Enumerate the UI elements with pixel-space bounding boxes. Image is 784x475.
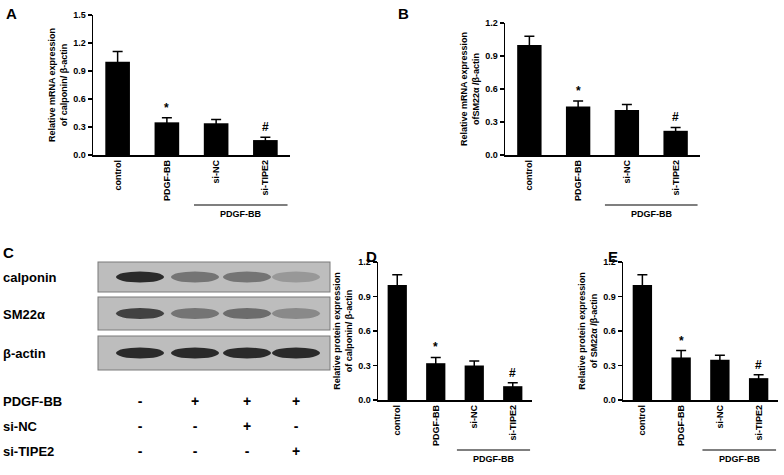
svg-text:control: control [524, 160, 534, 191]
svg-text:0.9: 0.9 [485, 51, 498, 61]
svg-text:PDGF-BB: PDGF-BB [162, 160, 172, 201]
svg-text:Relative mRNA expressionofSM22: Relative mRNA expressionofSM22α /β-actin [459, 32, 481, 146]
svg-text:si-TIPE2: si-TIPE2 [671, 160, 681, 196]
svg-text:1.2: 1.2 [603, 257, 616, 267]
svg-text:Relative mRNA expressionof cal: Relative mRNA expressionof calponin/ β-a… [47, 28, 69, 142]
svg-text:0.6: 0.6 [358, 326, 371, 336]
svg-text:0.6: 0.6 [485, 84, 498, 94]
svg-text:0.9: 0.9 [603, 292, 616, 302]
svg-text:C: C [3, 244, 14, 261]
svg-text:E: E [608, 248, 618, 265]
svg-text:si-TIPE2: si-TIPE2 [754, 405, 764, 441]
svg-text:calponin: calponin [3, 270, 57, 285]
svg-text:0.9: 0.9 [73, 66, 86, 76]
svg-text:*: * [433, 340, 438, 354]
svg-text:0.0: 0.0 [358, 395, 371, 405]
svg-text:-: - [193, 443, 198, 459]
svg-text:0.3: 0.3 [485, 117, 498, 127]
svg-text:Relative protein expressionof: Relative protein expressionof SM22α /β-a… [577, 272, 599, 390]
svg-text:β-actin: β-actin [3, 346, 46, 361]
svg-text:#: # [672, 110, 679, 124]
svg-text:*: * [679, 334, 684, 348]
svg-text:PDGF-BB: PDGF-BB [676, 405, 686, 446]
svg-text:0.9: 0.9 [358, 292, 371, 302]
svg-text:si-NC: si-NC [715, 405, 725, 429]
svg-text:1.2: 1.2 [358, 257, 371, 267]
svg-text:+: + [292, 393, 300, 409]
svg-text:0.6: 0.6 [73, 94, 86, 104]
svg-text:0.3: 0.3 [73, 122, 86, 132]
svg-text:control: control [392, 405, 402, 436]
svg-text:*: * [164, 101, 169, 115]
svg-text:PDGF-BB: PDGF-BB [3, 394, 62, 409]
svg-text:si-NC: si-NC [469, 405, 479, 429]
svg-text:-: - [193, 418, 198, 434]
svg-text:+: + [243, 393, 251, 409]
svg-text:control: control [637, 405, 647, 436]
svg-text:si-TIPE2: si-TIPE2 [3, 444, 54, 459]
svg-text:si-NC: si-NC [622, 160, 632, 184]
svg-text:Relative protein expressionof: Relative protein expressionof calponin/ … [332, 272, 354, 390]
svg-text:SM22α: SM22α [3, 307, 45, 322]
svg-text:+: + [243, 418, 251, 434]
svg-text:0.6: 0.6 [603, 326, 616, 336]
svg-text:si-TIPE2: si-TIPE2 [508, 405, 518, 441]
svg-text:-: - [138, 443, 143, 459]
svg-text:+: + [191, 393, 199, 409]
svg-text:0.0: 0.0 [603, 395, 616, 405]
svg-text:-: - [294, 418, 299, 434]
svg-text:0.0: 0.0 [485, 150, 498, 160]
svg-text:-: - [245, 443, 250, 459]
svg-text:A: A [6, 5, 17, 22]
svg-text:PDGF-BB: PDGF-BB [573, 160, 583, 201]
svg-text:control: control [113, 160, 123, 191]
svg-text:0.0: 0.0 [73, 150, 86, 160]
svg-text:1.5: 1.5 [73, 10, 86, 20]
svg-text:-: - [138, 393, 143, 409]
svg-text:PDGF-BB: PDGF-BB [220, 209, 261, 219]
svg-text:#: # [262, 120, 269, 134]
svg-text:0.3: 0.3 [358, 361, 371, 371]
svg-text:-: - [138, 418, 143, 434]
svg-text:PDGF-BB: PDGF-BB [719, 454, 760, 464]
svg-text:*: * [576, 84, 581, 98]
svg-text:PDGF-BB: PDGF-BB [631, 209, 672, 219]
svg-text:+: + [292, 443, 300, 459]
svg-text:PDGF-BB: PDGF-BB [473, 454, 514, 464]
svg-text:1.2: 1.2 [73, 38, 86, 48]
svg-text:1.2: 1.2 [485, 18, 498, 28]
svg-text:B: B [398, 5, 409, 22]
svg-text:si-TIPE2: si-TIPE2 [260, 160, 270, 196]
svg-text:PDGF-BB: PDGF-BB [431, 405, 441, 446]
svg-text:#: # [755, 358, 762, 372]
svg-text:0.3: 0.3 [603, 361, 616, 371]
svg-text:si-NC: si-NC [211, 160, 221, 184]
svg-text:D: D [366, 248, 377, 265]
svg-text:si-NC: si-NC [3, 419, 38, 434]
svg-text:#: # [509, 366, 516, 380]
